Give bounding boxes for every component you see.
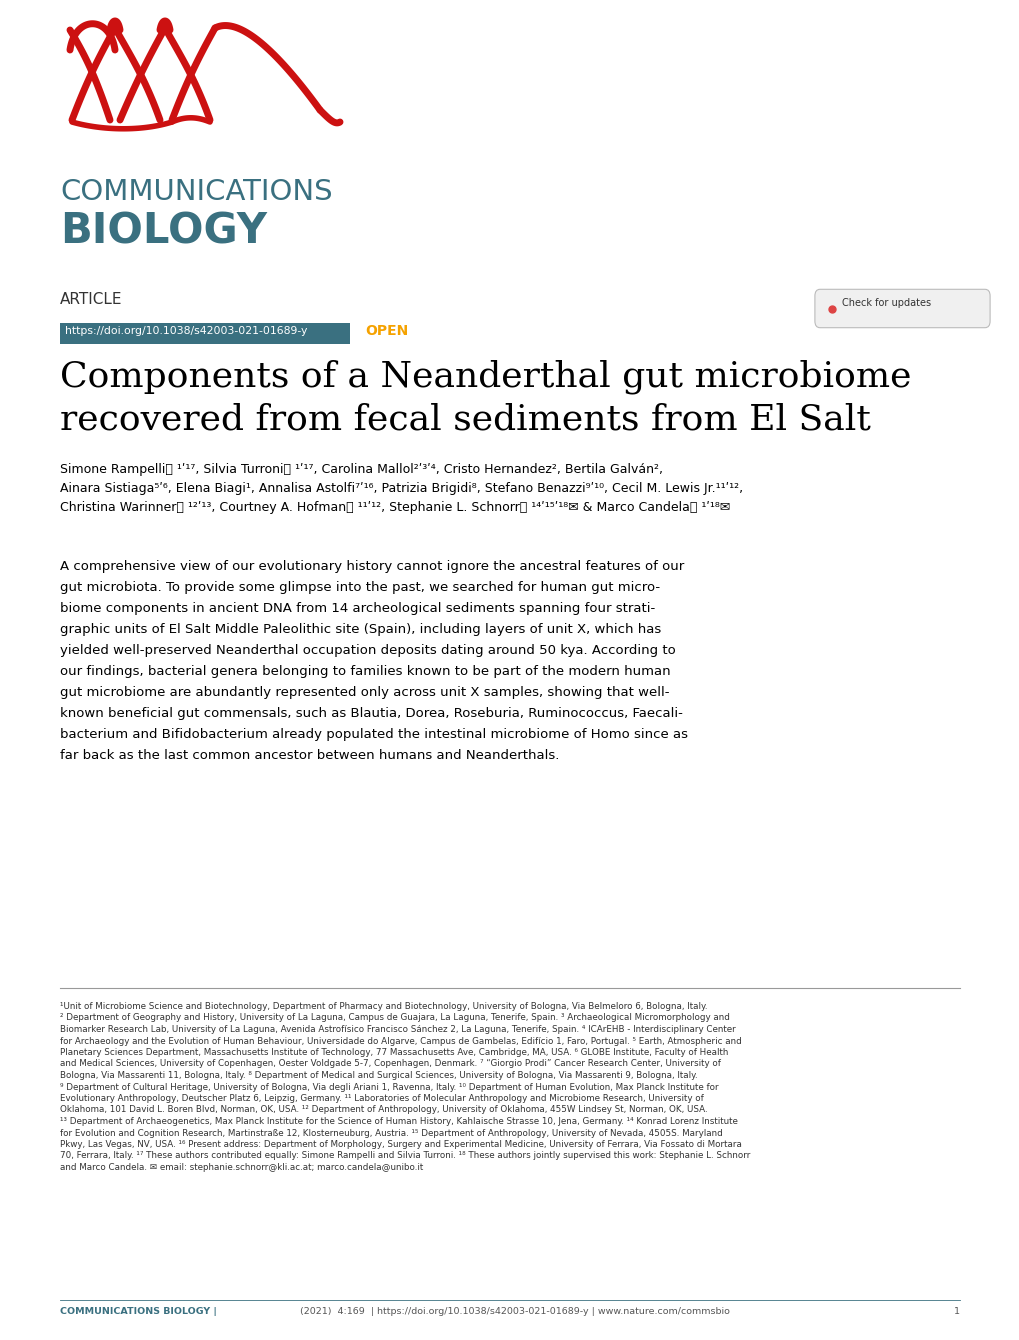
- Text: gut microbiome are abundantly represented only across unit X samples, showing th: gut microbiome are abundantly represente…: [60, 686, 668, 699]
- Text: Check for updates: Check for updates: [841, 297, 930, 308]
- Text: COMMUNICATIONS BIOLOGY |: COMMUNICATIONS BIOLOGY |: [60, 1306, 217, 1316]
- Text: Bologna, Via Massarenti 11, Bologna, Italy. ⁸ Department of Medical and Surgical: Bologna, Via Massarenti 11, Bologna, Ita…: [60, 1071, 697, 1080]
- Text: for Evolution and Cognition Research, Martinstraße 12, Klosterneuburg, Austria. : for Evolution and Cognition Research, Ma…: [60, 1128, 722, 1138]
- Text: biome components in ancient DNA from 14 archeological sediments spanning four st: biome components in ancient DNA from 14 …: [60, 602, 654, 615]
- Text: ARTICLE: ARTICLE: [60, 292, 122, 307]
- Text: ¹Unit of Microbiome Science and Biotechnology, Department of Pharmacy and Biotec: ¹Unit of Microbiome Science and Biotechn…: [60, 1002, 707, 1010]
- Text: ⁹ Department of Cultural Heritage, University of Bologna, Via degli Ariani 1, Ra: ⁹ Department of Cultural Heritage, Unive…: [60, 1083, 718, 1092]
- Text: Simone Rampelliⓘ ¹ʹ¹⁷, Silvia Turroniⓘ ¹ʹ¹⁷, Carolina Mallol²ʹ³ʹ⁴, Cristo Hernan: Simone Rampelliⓘ ¹ʹ¹⁷, Silvia Turroniⓘ ¹…: [60, 464, 662, 476]
- Text: A comprehensive view of our evolutionary history cannot ignore the ancestral fea: A comprehensive view of our evolutionary…: [60, 560, 684, 574]
- Text: 70, Ferrara, Italy. ¹⁷ These authors contributed equally: Simone Rampelli and Si: 70, Ferrara, Italy. ¹⁷ These authors con…: [60, 1151, 750, 1160]
- Text: BIOLOGY: BIOLOGY: [60, 210, 267, 252]
- Text: bacterium and Bifidobacterium already populated the intestinal microbiome of Hom: bacterium and Bifidobacterium already po…: [60, 728, 688, 741]
- Text: far back as the last common ancestor between humans and Neanderthals.: far back as the last common ancestor bet…: [60, 749, 558, 762]
- Text: Components of a Neanderthal gut microbiome: Components of a Neanderthal gut microbio…: [60, 360, 911, 394]
- Text: COMMUNICATIONS: COMMUNICATIONS: [60, 178, 332, 206]
- Text: Pkwy, Las Vegas, NV, USA. ¹⁶ Present address: Department of Morphology, Surgery : Pkwy, Las Vegas, NV, USA. ¹⁶ Present add…: [60, 1140, 741, 1148]
- Text: (2021)  4:169  | https://doi.org/10.1038/s42003-021-01689-y | www.nature.com/com: (2021) 4:169 | https://doi.org/10.1038/s…: [300, 1306, 730, 1316]
- Text: yielded well-preserved Neanderthal occupation deposits dating around 50 kya. Acc: yielded well-preserved Neanderthal occup…: [60, 645, 676, 657]
- Text: gut microbiota. To provide some glimpse into the past, we searched for human gut: gut microbiota. To provide some glimpse …: [60, 582, 659, 594]
- Text: graphic units of El Salt Middle Paleolithic site (Spain), including layers of un: graphic units of El Salt Middle Paleolit…: [60, 623, 660, 636]
- Text: and Medical Sciences, University of Copenhagen, Oester Voldgade 5-7, Copenhagen,: and Medical Sciences, University of Cope…: [60, 1060, 720, 1068]
- Text: OPEN: OPEN: [365, 324, 408, 338]
- FancyBboxPatch shape: [814, 289, 989, 328]
- Text: Biomarker Research Lab, University of La Laguna, Avenida Astrofísico Francisco S: Biomarker Research Lab, University of La…: [60, 1025, 735, 1034]
- Text: Christina Warinnerⓘ ¹²ʹ¹³, Courtney A. Hofmanⓘ ¹¹ʹ¹², Stephanie L. Schnorrⓘ ¹⁴ʹ¹: Christina Warinnerⓘ ¹²ʹ¹³, Courtney A. H…: [60, 501, 730, 515]
- Text: Evolutionary Anthropology, Deutscher Platz 6, Leipzig, Germany. ¹¹ Laboratories : Evolutionary Anthropology, Deutscher Pla…: [60, 1093, 703, 1103]
- Text: https://doi.org/10.1038/s42003-021-01689-y: https://doi.org/10.1038/s42003-021-01689…: [65, 326, 307, 336]
- Text: known beneficial gut commensals, such as Blautia, Dorea, Roseburia, Ruminococcus: known beneficial gut commensals, such as…: [60, 708, 682, 720]
- Text: ² Department of Geography and History, University of La Laguna, Campus de Guajar: ² Department of Geography and History, U…: [60, 1013, 730, 1022]
- Text: for Archaeology and the Evolution of Human Behaviour, Universidade do Algarve, C: for Archaeology and the Evolution of Hum…: [60, 1037, 741, 1045]
- Text: recovered from fecal sediments from El Salt: recovered from fecal sediments from El S…: [60, 402, 870, 436]
- Text: 1: 1: [953, 1306, 959, 1316]
- Text: our findings, bacterial genera belonging to families known to be part of the mod: our findings, bacterial genera belonging…: [60, 665, 669, 678]
- Text: Oklahoma, 101 David L. Boren Blvd, Norman, OK, USA. ¹² Department of Anthropolog: Oklahoma, 101 David L. Boren Blvd, Norma…: [60, 1106, 707, 1115]
- Text: and Marco Candela. ✉ email: stephanie.schnorr@kli.ac.at; marco.candela@unibo.it: and Marco Candela. ✉ email: stephanie.sc…: [60, 1163, 423, 1172]
- Text: Ainara Sistiaga⁵ʹ⁶, Elena Biagi¹, Annalisa Astolfi⁷ʹ¹⁶, Patrizia Brigidi⁸, Stefa: Ainara Sistiaga⁵ʹ⁶, Elena Biagi¹, Annali…: [60, 482, 743, 494]
- Text: ¹³ Department of Archaeogenetics, Max Planck Institute for the Science of Human : ¹³ Department of Archaeogenetics, Max Pl…: [60, 1118, 737, 1126]
- Text: Planetary Sciences Department, Massachusetts Institute of Technology, 77 Massach: Planetary Sciences Department, Massachus…: [60, 1048, 728, 1057]
- FancyBboxPatch shape: [60, 323, 350, 344]
